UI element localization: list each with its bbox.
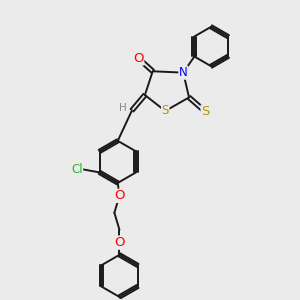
Text: O: O [133, 52, 144, 65]
Text: H: H [118, 103, 126, 112]
Text: Cl: Cl [71, 163, 82, 176]
Text: S: S [162, 104, 169, 118]
Text: N: N [179, 66, 188, 79]
Text: S: S [201, 105, 209, 118]
Text: O: O [114, 189, 125, 202]
Text: O: O [114, 236, 125, 249]
